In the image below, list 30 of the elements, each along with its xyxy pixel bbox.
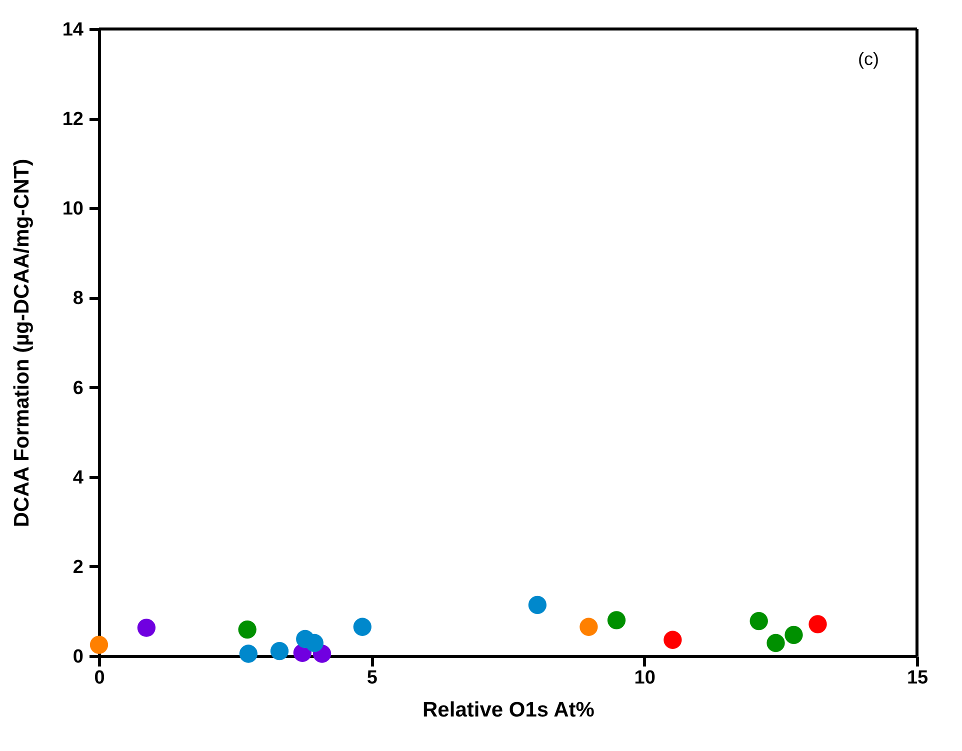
point <box>137 618 156 637</box>
y-tick-label: 2 <box>72 556 84 578</box>
point <box>664 630 682 649</box>
x-tick-label: 10 <box>634 668 656 688</box>
point <box>528 596 547 614</box>
x-tick-label: 15 <box>906 668 928 688</box>
x-axis-title: Relative O1s At% <box>422 698 595 722</box>
y-tick-label: 14 <box>62 20 84 40</box>
point <box>750 612 768 630</box>
y-tick-label: 0 <box>72 646 84 668</box>
y-tick-label: 12 <box>62 109 84 130</box>
x-tick-label: 0 <box>94 668 105 688</box>
point <box>607 611 626 630</box>
x-tick-label: 5 <box>366 668 378 688</box>
point <box>766 634 785 652</box>
y-tick-label: 10 <box>62 198 84 220</box>
point <box>353 618 372 636</box>
point <box>784 626 803 644</box>
point <box>239 644 258 663</box>
y-axis-title: DCAA Formation (µg-DCAA/mg-CNT) <box>10 158 34 528</box>
y-tick-label: 4 <box>72 467 84 488</box>
point <box>90 636 108 654</box>
annotation: (c) <box>858 49 879 69</box>
point <box>270 642 289 660</box>
y-tick-label: 6 <box>72 378 84 399</box>
point <box>808 615 827 634</box>
point <box>238 620 256 639</box>
y-tick-label: 8 <box>72 288 84 310</box>
point <box>305 634 324 652</box>
point <box>580 618 598 636</box>
